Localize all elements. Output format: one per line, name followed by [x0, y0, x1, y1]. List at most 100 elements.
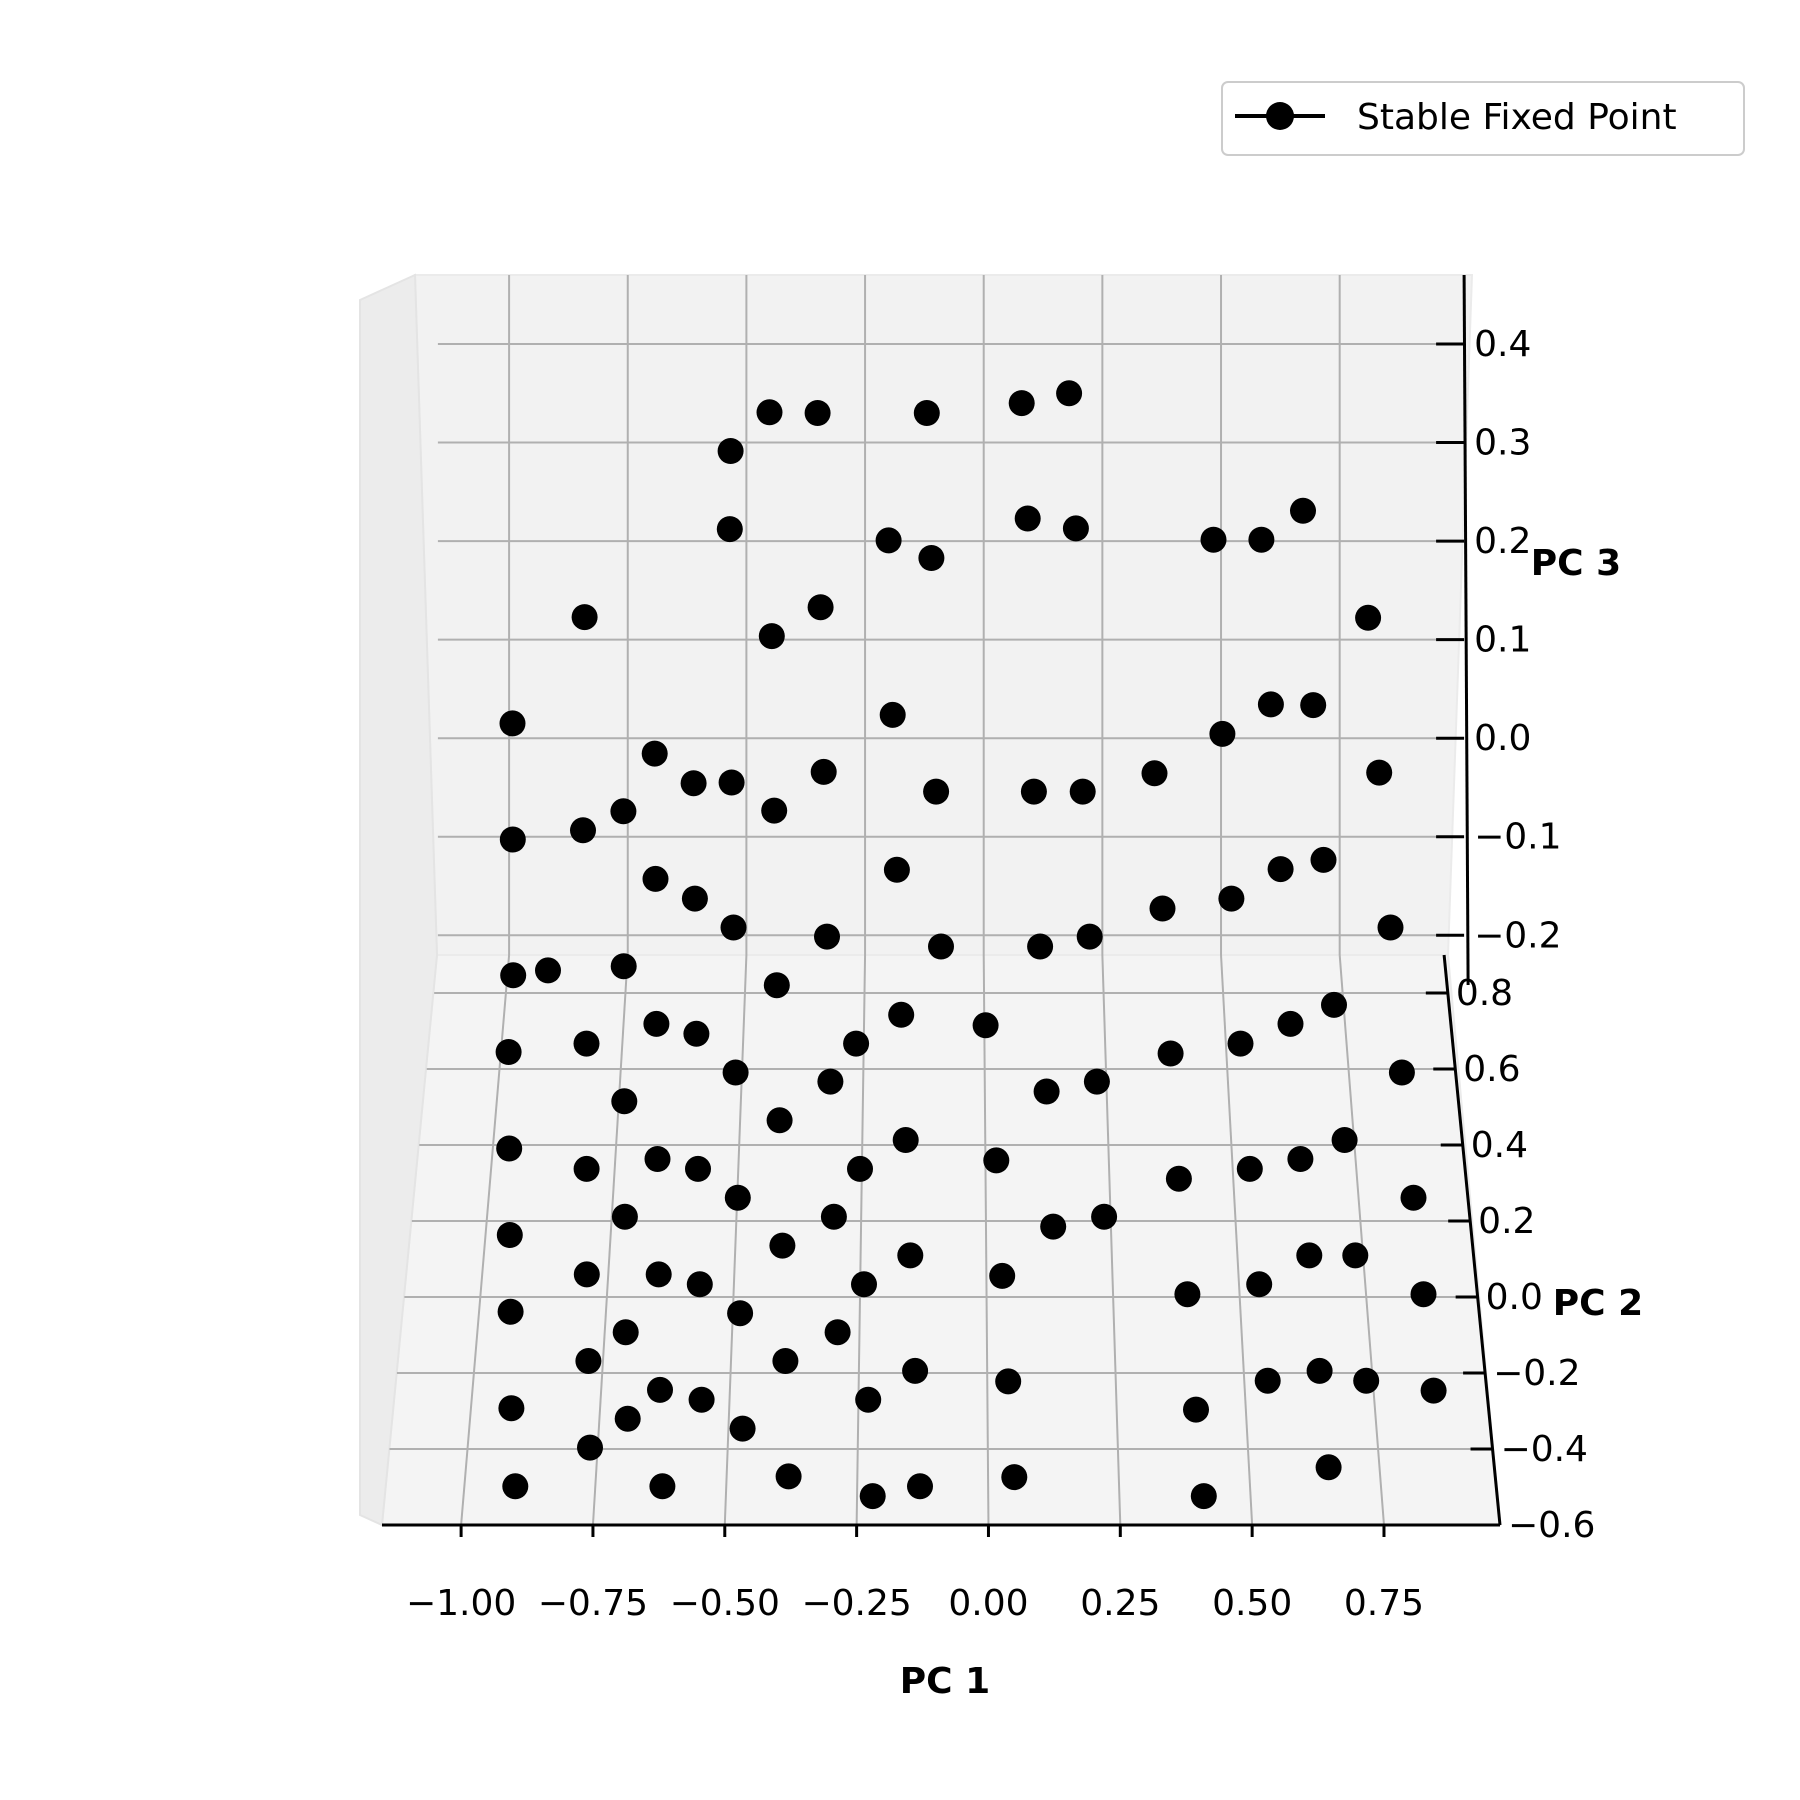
data-point — [496, 1135, 523, 1162]
data-point — [1183, 1396, 1209, 1423]
y-tick-label: −0.4 — [1501, 1429, 1588, 1470]
data-point — [498, 1395, 525, 1422]
data-point — [875, 527, 902, 554]
data-point — [611, 1088, 638, 1115]
z-tick-label: −0.2 — [1474, 915, 1561, 956]
data-point — [983, 1147, 1010, 1174]
data-point — [972, 1012, 999, 1039]
data-point — [686, 1271, 713, 1298]
floor-grid-line — [1338, 954, 1385, 1526]
data-point — [1062, 515, 1089, 542]
data-point — [1287, 1146, 1314, 1172]
floor-grid-line — [1220, 954, 1254, 1526]
data-point — [688, 1386, 715, 1413]
legend: Stable Fixed Point — [1221, 81, 1745, 156]
data-point — [1310, 846, 1337, 873]
y-tick-label: 0.4 — [1471, 1125, 1528, 1166]
data-point — [1027, 933, 1054, 960]
data-point — [1083, 1068, 1110, 1095]
data-point — [612, 1319, 639, 1346]
data-point — [1290, 497, 1316, 524]
data-point — [1353, 1367, 1380, 1394]
data-point — [843, 1030, 870, 1057]
floor-grid-line — [982, 954, 990, 1526]
data-point — [1420, 1377, 1447, 1404]
data-point — [995, 1368, 1022, 1395]
data-point — [1248, 526, 1275, 553]
data-point — [647, 1376, 673, 1403]
data-point — [1157, 1040, 1184, 1067]
data-point — [1254, 1367, 1281, 1394]
z-tick-label: −0.1 — [1474, 817, 1561, 858]
x-axis-title: PC 1 — [900, 1661, 990, 1702]
data-point — [643, 1010, 670, 1037]
data-point — [758, 623, 785, 650]
data-point — [1321, 991, 1347, 1018]
data-point — [814, 923, 840, 950]
data-point — [610, 798, 637, 825]
data-point — [902, 1357, 929, 1384]
y-tick-label: 0.2 — [1478, 1201, 1535, 1242]
data-point — [1331, 1127, 1358, 1153]
x-tick-label: −0.25 — [801, 1583, 911, 1624]
data-point — [1149, 895, 1176, 922]
data-point — [883, 856, 910, 883]
data-point — [989, 1262, 1016, 1289]
y-tick-label: 0.0 — [1486, 1277, 1543, 1318]
data-point — [807, 594, 834, 621]
data-point — [1410, 1281, 1437, 1308]
data-point — [804, 400, 831, 426]
z-tick-label: 0.3 — [1474, 423, 1531, 464]
data-point — [1306, 1357, 1333, 1384]
data-point — [718, 769, 745, 796]
floor-grid-line — [723, 954, 748, 1526]
y-tick-label: −0.2 — [1493, 1353, 1580, 1394]
x-tick-label: 0.50 — [1212, 1583, 1292, 1624]
data-point — [685, 1155, 711, 1182]
data-points — [495, 380, 1447, 1510]
data-point — [1001, 1464, 1028, 1491]
data-point — [575, 1348, 602, 1374]
data-point — [573, 1261, 600, 1288]
data-point — [1236, 1155, 1263, 1182]
data-point — [775, 1463, 802, 1490]
data-point — [577, 1434, 603, 1461]
data-point — [859, 1483, 886, 1510]
data-point — [717, 438, 744, 464]
axes: −1.00 −0.75 −0.50 −0.25 0.00 0.25 0.50 0.75 −0.6… — [382, 274, 1595, 1624]
data-point — [729, 1415, 756, 1442]
legend-frame — [1221, 81, 1745, 156]
data-point — [847, 1155, 873, 1182]
data-point — [611, 1203, 638, 1230]
data-point — [1400, 1184, 1427, 1211]
y-tick-label: 0.8 — [1456, 973, 1513, 1014]
data-point — [1315, 1454, 1342, 1481]
data-point — [1069, 778, 1096, 805]
data-point — [1218, 885, 1245, 912]
data-point — [641, 740, 668, 767]
data-point — [573, 1030, 600, 1057]
y-axis-title: PC 2 — [1553, 1283, 1643, 1324]
data-point — [1141, 760, 1168, 787]
data-point — [855, 1386, 882, 1413]
y-axis-line — [1442, 954, 1502, 1526]
data-point — [879, 701, 906, 728]
data-point — [1014, 505, 1041, 532]
data-point — [928, 933, 954, 960]
floor-grid-line — [1101, 954, 1122, 1526]
floor-grid-line — [591, 954, 629, 1526]
x-tick-label: 0.25 — [1080, 1583, 1160, 1624]
data-point — [763, 972, 790, 999]
z-tick-label: 0.1 — [1474, 620, 1531, 661]
legend-marker-icon — [1266, 102, 1294, 130]
data-point — [923, 778, 950, 805]
legend-entry-label: Stable Fixed Point — [1357, 97, 1677, 138]
data-point — [497, 1298, 524, 1325]
data-point — [1020, 778, 1047, 805]
data-point — [817, 1068, 844, 1095]
data-point — [907, 1473, 933, 1500]
x-tick-label: −0.75 — [538, 1583, 648, 1624]
x-tick-label: 0.00 — [948, 1583, 1028, 1624]
data-point — [495, 1039, 522, 1065]
